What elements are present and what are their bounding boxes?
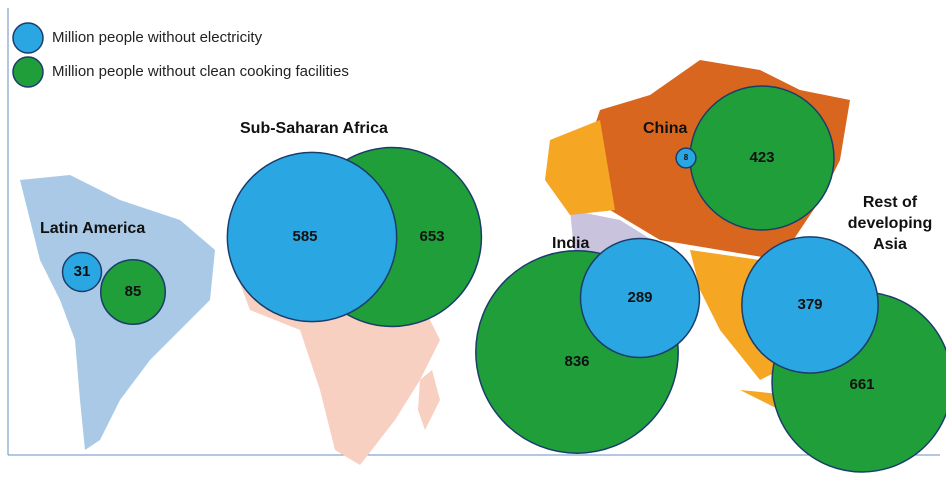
value-label: 8 xyxy=(684,153,689,162)
madagascar xyxy=(418,370,440,430)
legend-marker xyxy=(12,22,44,54)
bubble xyxy=(675,147,697,169)
value-label: 289 xyxy=(627,289,652,306)
bubble xyxy=(99,258,167,326)
value-label: 661 xyxy=(849,376,874,393)
legend-marker xyxy=(12,56,44,88)
value-label: 31 xyxy=(74,263,91,280)
value-label: 653 xyxy=(419,228,444,245)
legend-text: Million people without clean cooking fac… xyxy=(52,63,349,80)
bubble xyxy=(61,251,103,293)
value-label: 85 xyxy=(125,283,142,300)
value-label: 836 xyxy=(564,353,589,370)
region-label: Rest of developing Asia xyxy=(847,194,933,253)
region-label: Sub-Saharan Africa xyxy=(240,120,388,137)
region-label: China xyxy=(643,120,688,137)
region-label: India xyxy=(552,235,590,252)
bubble xyxy=(226,151,398,323)
value-label: 379 xyxy=(797,296,822,313)
value-label: 423 xyxy=(749,149,774,166)
bubble xyxy=(579,237,701,359)
region-label: Latin America xyxy=(40,220,146,237)
legend-text: Million people without electricity xyxy=(52,29,263,46)
value-label: 585 xyxy=(292,228,317,245)
bubble xyxy=(741,236,879,374)
